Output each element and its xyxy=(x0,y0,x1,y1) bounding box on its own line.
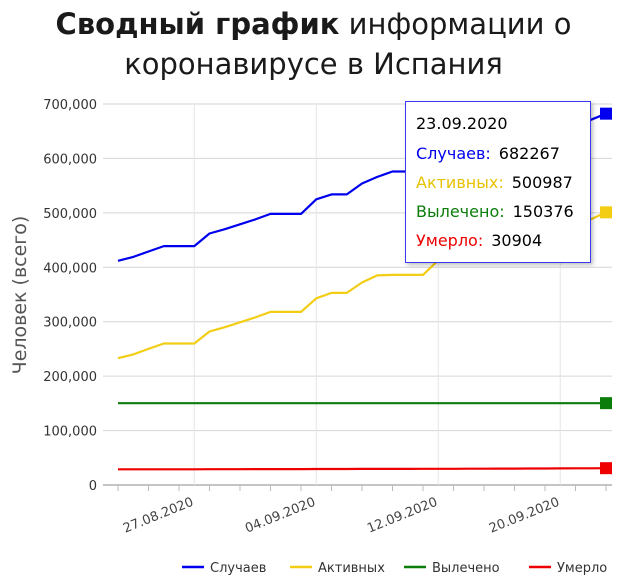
x-tick-label: 12.09.2020 xyxy=(365,495,440,537)
tooltip-row-deaths: Умерло: 30904 xyxy=(416,231,542,250)
y-tick-labels: 700,000 600,000 500,000 400,000 300,000 200,0… xyxy=(43,98,97,494)
tooltip-row-active: Активных: 500987 xyxy=(416,173,573,192)
tooltip-row-recovered: Вылечено: 150376 xyxy=(416,202,574,221)
tooltip-value: 30904 xyxy=(491,231,543,250)
x-tick-label: 27.08.2020 xyxy=(121,495,196,537)
series-line xyxy=(118,467,607,471)
tooltip-label: Случаев: xyxy=(416,144,491,163)
y-tick-label: 0 xyxy=(89,479,97,494)
legend-label: Активных xyxy=(318,561,385,576)
tooltip-label: Умерло: xyxy=(416,231,484,250)
data-tooltip: 23.09.2020 Случаев: 682267 Активных: 50098… xyxy=(405,101,591,263)
y-axis-label: Человек (всего) xyxy=(9,216,31,375)
legend-label: Случаев xyxy=(210,561,266,576)
y-tick-label: 500,000 xyxy=(43,207,97,222)
legend-label: Вылечено xyxy=(432,561,500,576)
x-tick-label: 04.09.2020 xyxy=(243,495,318,537)
y-tick-label: 200,000 xyxy=(43,370,97,385)
tooltip-label: Активных: xyxy=(416,173,504,192)
y-tick-label: 700,000 xyxy=(43,98,97,113)
tooltip-value: 682267 xyxy=(498,144,560,163)
chart-title-rest: информации о xyxy=(339,7,572,41)
series-end-marker xyxy=(600,206,612,219)
chart-title: Сводный график информации о коронавирусе… xyxy=(0,4,627,84)
y-tick-label: 400,000 xyxy=(43,261,97,276)
tooltip-value: 500987 xyxy=(511,173,573,192)
tooltip-value: 150376 xyxy=(512,202,574,221)
y-tick-label: 100,000 xyxy=(43,425,97,440)
chart-title-line2: коронавирусе в Испания xyxy=(124,47,503,81)
tooltip-date: 23.09.2020 xyxy=(416,114,508,133)
legend-label: Умерло xyxy=(557,561,607,576)
y-tick-label: 600,000 xyxy=(43,152,97,167)
legend[interactable]: Случаев Активных Вылечено Умерло xyxy=(182,561,607,576)
x-tick-labels: 27.08.2020 04.09.2020 12.09.2020 20.09.2020 xyxy=(121,495,562,537)
y-tick-label: 300,000 xyxy=(43,316,97,331)
tooltip-row-cases: Случаев: 682267 xyxy=(416,144,560,163)
series-end-marker xyxy=(600,107,612,120)
tooltip-label: Вылечено: xyxy=(416,202,505,221)
series-end-marker xyxy=(600,397,612,410)
x-tick-label: 20.09.2020 xyxy=(487,495,562,537)
chart-title-bold: Сводный график xyxy=(55,7,340,41)
series-end-marker xyxy=(600,462,612,475)
grid-lines xyxy=(103,103,612,491)
